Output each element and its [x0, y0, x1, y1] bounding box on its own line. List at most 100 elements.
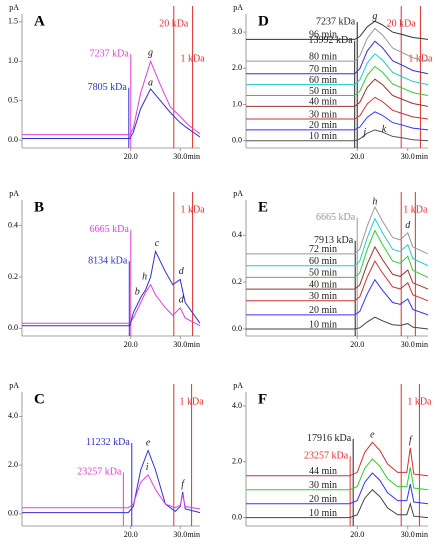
trace: [22, 249, 201, 327]
marker-label: 23257 kDa: [304, 451, 349, 462]
trace: [246, 278, 429, 316]
y-axis-label: pA: [9, 189, 19, 198]
trace: [246, 65, 429, 96]
marker-label: 7237 kDa: [90, 48, 130, 59]
y-tick-label: 1.0: [8, 56, 18, 65]
series-label: 30 min: [309, 291, 337, 302]
panel-label: A: [34, 13, 45, 29]
peak-label: b: [135, 287, 140, 298]
y-tick-label: 2.0: [8, 460, 18, 469]
marker-label: 13992 kDa: [309, 35, 354, 46]
peak-label: a: [148, 78, 153, 89]
series-label: 50 min: [309, 268, 337, 279]
trace: [246, 217, 429, 267]
x-axis-label: min: [416, 530, 428, 539]
x-tick-label: 20.0: [124, 340, 138, 349]
y-axis-label: pA: [233, 189, 243, 198]
x-tick-label: 30.0: [401, 152, 415, 161]
trace: [246, 78, 429, 107]
x-tick-label: 30.0: [173, 340, 187, 349]
x-tick-label: 30.0: [173, 152, 187, 161]
panel-label: E: [258, 199, 268, 215]
series-label: 20 min: [309, 120, 337, 131]
series-label: 60 min: [309, 256, 337, 267]
series-label: 20 min: [309, 494, 337, 505]
panel-label: D: [258, 13, 269, 29]
peak-label: h: [142, 271, 147, 282]
panel-label: F: [258, 391, 267, 407]
y-tick-label: 0.4: [232, 230, 242, 239]
y-tick-label: 0.0: [8, 323, 18, 332]
y-tick-label: 4.0: [8, 411, 18, 420]
marker-label: 17916 kDa: [307, 433, 352, 444]
series-label: 10 min: [309, 319, 337, 330]
peak-label: k: [382, 124, 387, 135]
trace: [246, 111, 429, 131]
x-tick-label: 30.0: [401, 530, 415, 539]
y-axis-label: pA: [233, 381, 243, 390]
x-tick-label: 30.0: [173, 530, 187, 539]
panel-label: C: [34, 391, 45, 407]
y-tick-label: 2.0: [232, 457, 242, 466]
series-label: 44 min: [309, 466, 337, 477]
marker-label: 7805 kDa: [88, 82, 128, 93]
marker-label: 1 kDa: [403, 205, 428, 216]
series-label: 96 min: [309, 30, 337, 41]
series-label: 20 min: [309, 305, 337, 316]
x-axis-label: min: [416, 340, 428, 349]
trace: [246, 472, 429, 505]
marker-label: 23257 kDa: [77, 467, 122, 478]
marker-label: 6665 kDa: [90, 224, 130, 235]
y-tick-label: 0.4: [8, 220, 18, 229]
panel-label: B: [34, 199, 44, 215]
x-axis-label: min: [188, 152, 200, 161]
marker-label: 20 kDa: [387, 19, 417, 30]
x-axis-label: min: [416, 152, 428, 161]
marker-label: 1 kDa: [407, 397, 432, 408]
trace: [246, 316, 429, 330]
x-tick-label: 20.0: [350, 340, 364, 349]
trace: [246, 259, 429, 302]
series-label: 30 min: [309, 480, 337, 491]
series-label: 30 min: [309, 109, 337, 120]
y-tick-label: 0.0: [232, 324, 242, 333]
x-axis-label: min: [188, 530, 200, 539]
series-label: 50 min: [309, 86, 337, 97]
trace: [246, 96, 429, 120]
trace: [22, 283, 201, 327]
peak-label: j: [361, 127, 366, 138]
series-label: 10 min: [309, 131, 337, 142]
marker-label: 6665 kDa: [316, 212, 356, 223]
series-label: 72 min: [309, 244, 337, 255]
x-tick-label: 20.0: [350, 152, 364, 161]
y-tick-label: 1.0: [232, 99, 242, 108]
trace: [246, 205, 429, 255]
y-tick-label: 0.0: [232, 136, 242, 145]
peak-label: f: [409, 435, 413, 446]
y-tick-label: 1.5: [8, 17, 18, 26]
trace: [246, 245, 429, 290]
y-tick-label: 4.0: [232, 401, 242, 410]
marker-label: 7237 kDa: [316, 16, 356, 27]
series-label: 10 min: [309, 508, 337, 519]
peak-label: c: [155, 238, 160, 249]
x-tick-label: 30.0: [401, 340, 415, 349]
x-tick-label: 20.0: [350, 530, 364, 539]
y-axis-label: pA: [233, 3, 243, 12]
trace: [246, 129, 429, 142]
series-label: 60 min: [309, 75, 337, 86]
marker-label: 20 kDa: [159, 19, 189, 30]
trace: [22, 59, 201, 136]
peak-label: d: [405, 220, 411, 231]
peak-label: g: [372, 11, 377, 22]
y-tick-label: 0.0: [232, 512, 242, 521]
y-tick-label: 0.0: [8, 135, 18, 144]
series-label: 70 min: [309, 64, 337, 75]
peak-label: f: [181, 479, 185, 490]
trace: [246, 27, 429, 62]
trace: [22, 473, 201, 510]
marker-label: 1 kDa: [180, 205, 205, 216]
y-tick-label: 0.0: [8, 509, 18, 518]
series-label: 80 min: [309, 51, 337, 62]
